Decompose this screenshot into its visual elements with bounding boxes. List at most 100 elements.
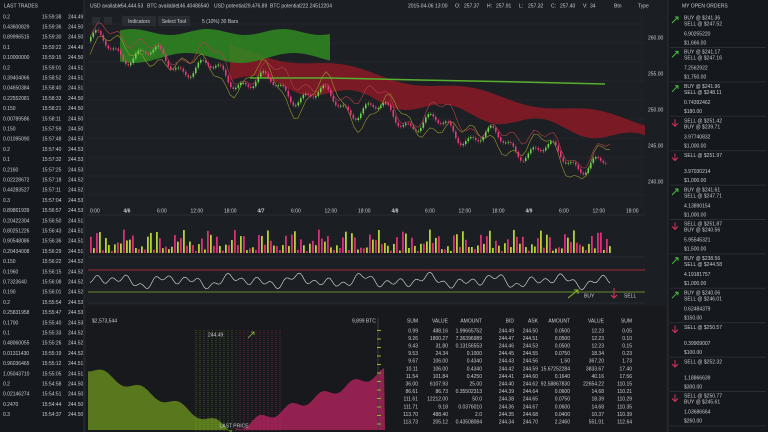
buy-button[interactable]: BUY [584,293,595,299]
candle [412,125,415,129]
candle [122,54,125,61]
volume-bar [459,246,461,253]
candle [447,121,450,123]
volume-bar [474,249,476,253]
sell-button[interactable]: SELL [624,293,636,299]
volume-bar [396,237,398,253]
order-line: SELL @ $247.16 [684,56,722,62]
book-cell: 244.64 [523,389,539,395]
order-amount: 4.13890154 [684,203,711,209]
candle [595,156,597,159]
volume-bar [354,237,356,253]
book-header: SUM [407,318,418,324]
book-header: VALUE [432,318,449,324]
order-value: $1,500.00 [684,247,706,253]
trade-price: 244.52 [68,290,84,296]
candle [290,96,292,103]
volume-bar [414,245,416,253]
volume-bar [579,244,581,253]
tool-icon[interactable] [92,17,100,25]
book-cell: 244.42 [499,366,515,372]
volume-bar [576,242,578,253]
cloud [230,44,645,139]
trade-price: 244.51 [68,76,84,82]
candle [100,31,102,35]
volume-bar [162,248,164,253]
candle [170,66,172,70]
indicator-line [250,77,606,85]
candle [540,149,542,152]
trade-time: 15:57:32 [42,157,62,163]
candle [430,114,432,115]
candle [215,65,217,68]
volume-bar [135,248,137,253]
book-cell: 244.50 [523,328,539,334]
volume-bar [585,250,587,253]
volume-bar [147,236,149,253]
volume-bar [324,241,326,253]
volume-bar [540,230,542,253]
trade-amount: 0.20422304 [3,218,30,224]
candle [390,104,392,111]
volume-bar [507,239,509,253]
book-cell: 18.39 [591,397,604,403]
book-cell: 24.34 [435,351,448,357]
trade-price: 244.53 [68,157,84,163]
candle [157,46,160,47]
depth-scale-tick [377,364,381,365]
candle [137,50,140,54]
book-cell: 110.39 [617,412,632,418]
candle [120,50,122,55]
volume-bar [267,230,269,253]
candle [302,94,305,99]
book-cell: 244.41 [499,374,515,380]
candle [162,48,165,55]
order-value: $260.00 [684,419,702,425]
book-cell: 244.53 [523,344,539,350]
candle [267,73,270,78]
volume-bar [399,250,401,253]
candle [417,131,420,132]
trade-time: 15:56:29 [42,249,62,255]
volume-bar [480,234,482,253]
trade-amount: 0.10000000 [3,55,30,61]
book-cell: 50.0 [472,397,482,403]
tool-icon[interactable] [104,17,112,25]
candle [275,85,277,86]
candle [247,84,250,87]
orders-title: MY OPEN ORDERS [682,3,728,9]
candle [255,82,257,87]
trade-amount: 0.02228672 [3,178,30,184]
candle [232,87,235,89]
candle [357,118,360,121]
volume-bar [216,236,218,253]
oscillator-line [89,271,611,291]
order-amount: 4.19181757 [684,272,711,278]
candle [172,69,175,71]
volume-bar [558,247,560,253]
book-cell: 110.35 [617,404,632,410]
book-cell: 110.29 [617,397,632,403]
volume-bar [246,250,248,253]
time-axis-label: 6:00 [291,208,301,214]
price-axis-label: 255.00 [648,71,664,77]
volume-bar [342,237,344,253]
trade-time: 15:58:52 [42,76,62,82]
time-axis-label: 18:00 [626,208,639,214]
depth-scale-tick [377,372,381,374]
book-cell: 0.23 [622,351,632,357]
volume-bar [150,232,152,253]
volume-bar [366,247,368,253]
trade-price: 244.50 [68,25,84,31]
candle [452,125,455,132]
volume-bar [510,247,512,253]
book-cell: 110.15 [617,382,632,388]
trade-time: 15:59:38 [42,14,62,20]
book-header: BID [506,318,515,324]
trade-time: 15:54:51 [42,392,62,398]
trade-amount: 0.48060055 [3,341,30,347]
volume-bar [609,246,611,253]
candle [565,161,567,164]
order-value: $1,000.00 [684,178,706,184]
candle [397,122,400,127]
